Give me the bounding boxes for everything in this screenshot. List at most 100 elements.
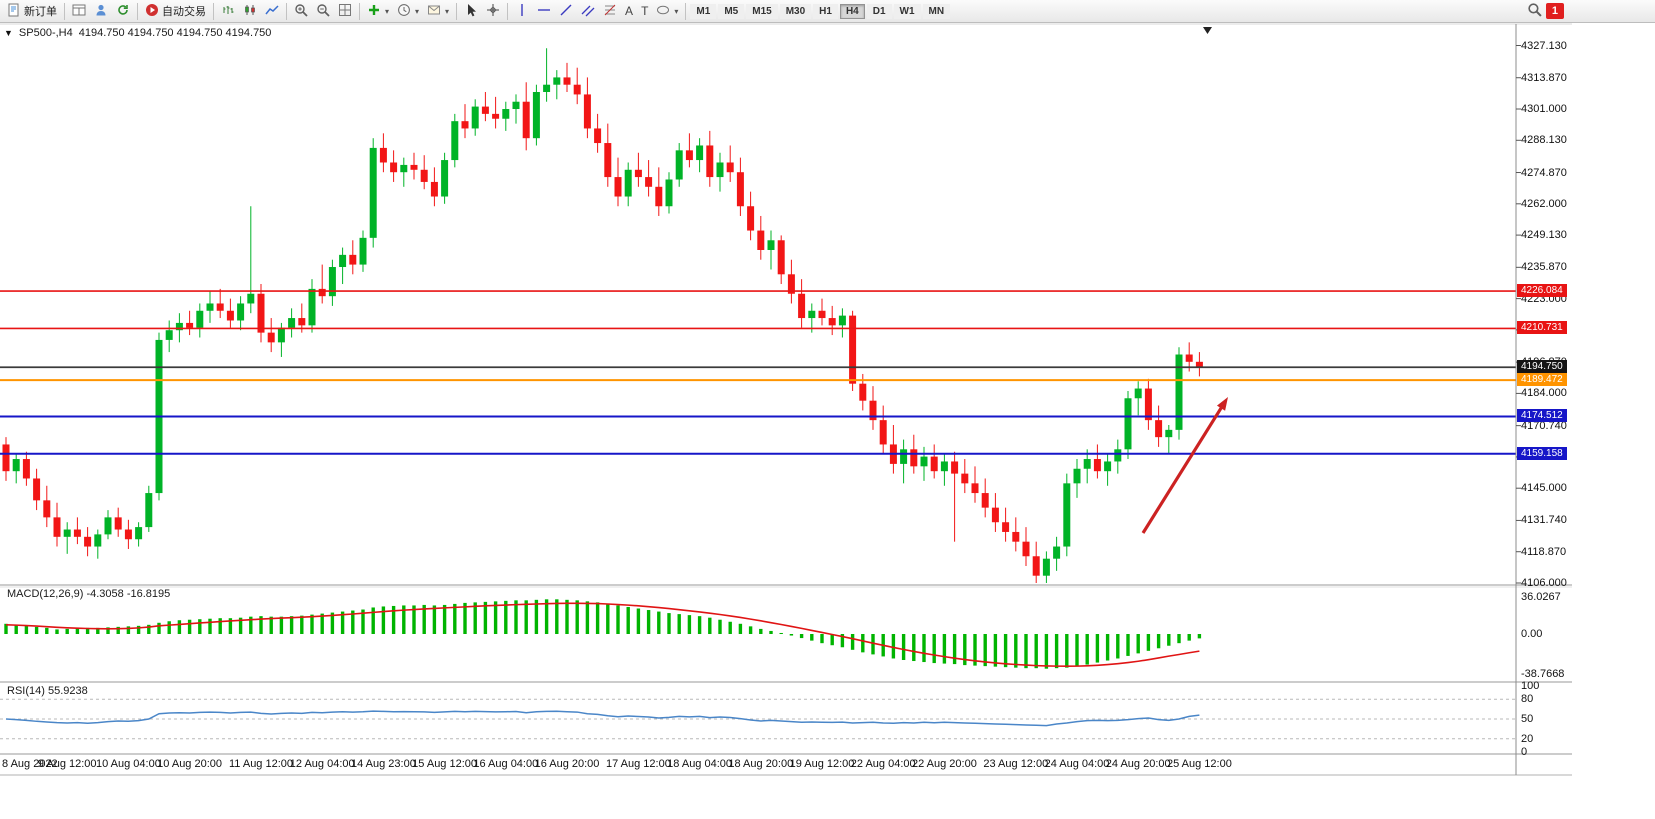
crosshair-button[interactable] <box>482 2 504 21</box>
label-button[interactable]: T <box>637 2 652 21</box>
time-axis-label: 18 Aug 04:00 <box>667 758 733 770</box>
price-tick: 4235.870 <box>1521 261 1567 274</box>
main-toolbar: 新订单 自动交易 ▾ ▾ ▾ A T ▾ M1 M5 M15 M30 H1 H4 D1 W1 M… <box>0 0 1655 23</box>
price-tick: 4249.130 <box>1521 229 1567 242</box>
vertical-line-icon <box>515 3 529 20</box>
profiles-icon <box>94 3 108 20</box>
price-line-badge: 4226.084 <box>1517 284 1567 298</box>
price-tick: 4288.130 <box>1521 134 1567 147</box>
new-order-icon <box>7 3 21 20</box>
price-tick: 4170.740 <box>1521 419 1567 432</box>
zoom-out-button[interactable] <box>312 2 334 21</box>
timeframe-button-D1[interactable]: D1 <box>866 3 892 19</box>
tile-windows-icon <box>338 3 352 20</box>
chart-expand-arrow[interactable]: ▼ <box>4 28 13 38</box>
shapes-button[interactable]: ▾ <box>652 2 682 21</box>
price-tick: 4274.870 <box>1521 166 1567 179</box>
trendline-button[interactable] <box>555 2 577 21</box>
timeframe-group: M1 M5 M15 M30 H1 H4 D1 W1 MN <box>689 3 951 19</box>
periods-button[interactable]: ▾ <box>393 2 423 21</box>
candle-chart-type-button[interactable] <box>239 2 261 21</box>
price-line-badge: 4210.731 <box>1517 321 1567 335</box>
macd-indicator-label: MACD(12,26,9) -4.3058 -16.8195 <box>7 588 171 600</box>
templates-button[interactable]: ▾ <box>423 2 453 21</box>
timeframe-button-H4[interactable]: H4 <box>839 3 865 19</box>
charts-window-button[interactable] <box>68 2 90 21</box>
toolbar-separator <box>137 2 138 20</box>
current-price-badge: 4194.750 <box>1517 360 1567 374</box>
time-axis-label: 16 Aug 04:00 <box>473 758 539 770</box>
text-button[interactable]: A <box>621 2 637 21</box>
line-chart-type-button[interactable] <box>261 2 283 21</box>
time-axis-label: 11 Aug 12:00 <box>228 758 294 770</box>
price-tick: 4184.000 <box>1521 387 1567 400</box>
time-axis-label: 23 Aug 12:00 <box>983 758 1049 770</box>
macd-scale-label: -38.7668 <box>1521 667 1565 680</box>
time-axis-label: 12 Aug 04:00 <box>289 758 355 770</box>
label-icon: T <box>641 4 649 18</box>
toolbar-separator <box>286 2 287 20</box>
time-axis-label: 8 Aug 2022 <box>2 758 58 770</box>
chevron-down-icon: ▾ <box>445 6 450 16</box>
time-axis-label: 10 Aug 20:00 <box>157 758 223 770</box>
crosshair-icon <box>486 3 500 20</box>
fibonacci-icon <box>603 3 617 20</box>
indicators-plus-icon <box>367 3 381 20</box>
new-order-button[interactable]: 新订单 <box>3 2 61 21</box>
bar-chart-icon <box>221 3 235 20</box>
refresh-button[interactable] <box>112 2 134 21</box>
macd-scale-label: 36.0267 <box>1521 591 1561 604</box>
price-line-badge: 4189.472 <box>1517 373 1567 387</box>
time-axis-label: 22 Aug 20:00 <box>911 758 977 770</box>
rsi-indicator-label: RSI(14) 55.9238 <box>7 685 88 697</box>
time-axis-label: 24 Aug 04:00 <box>1044 758 1110 770</box>
time-axis-label: 14 Aug 23:00 <box>350 758 416 770</box>
rsi-scale-label: 50 <box>1521 713 1534 725</box>
fibonacci-button[interactable] <box>599 2 621 21</box>
tile-windows-button[interactable] <box>334 2 356 21</box>
chart-header: ▼ SP500-,H4 4194.750 4194.750 4194.750 4… <box>4 27 271 39</box>
timeframe-button-M1[interactable]: M1 <box>690 3 717 19</box>
time-axis-label: 9 Aug 12:00 <box>37 758 97 770</box>
time-axis-label: 16 Aug 20:00 <box>534 758 600 770</box>
timeframe-button-M15[interactable]: M15 <box>746 3 778 19</box>
toolbar-separator <box>359 2 360 20</box>
profiles-button[interactable] <box>90 2 112 21</box>
toolbar-separator <box>456 2 458 20</box>
cursor-button[interactable] <box>460 2 482 21</box>
rsi-scale-label: 100 <box>1521 680 1540 692</box>
charts-window-icon <box>72 3 86 20</box>
horizontal-line-button[interactable] <box>533 2 555 21</box>
price-tick: 4327.130 <box>1521 39 1567 52</box>
autotrading-icon <box>145 3 159 20</box>
timeframe-button-H1[interactable]: H1 <box>813 3 838 19</box>
envelope-icon <box>427 3 441 20</box>
vertical-line-button[interactable] <box>511 2 533 21</box>
time-axis-label: 17 Aug 12:00 <box>605 758 671 770</box>
zoom-in-button[interactable] <box>290 2 312 21</box>
toolbar-separator <box>213 2 214 20</box>
timeframe-button-M30[interactable]: M30 <box>779 3 812 19</box>
time-axis-label: 19 Aug 12:00 <box>789 758 855 770</box>
trendline-icon <box>559 3 573 20</box>
price-tick: 4131.740 <box>1521 514 1567 527</box>
rsi-scale-label: 20 <box>1521 732 1534 745</box>
clock-icon <box>397 3 411 20</box>
bar-chart-type-button[interactable] <box>217 2 239 21</box>
notification-badge[interactable]: 1 <box>1545 3 1564 19</box>
refresh-icon <box>116 3 130 20</box>
chevron-down-icon: ▾ <box>674 6 679 16</box>
channel-button[interactable] <box>577 2 599 21</box>
autotrading-label: 自动交易 <box>162 6 206 18</box>
horizontal-line-icon <box>537 3 551 20</box>
timeframe-button-M5[interactable]: M5 <box>718 3 745 19</box>
timeframe-button-MN[interactable]: MN <box>922 3 951 19</box>
rsi-scale-label: 0 <box>1521 746 1528 758</box>
timeframe-button-W1[interactable]: W1 <box>893 3 921 19</box>
autotrading-button[interactable]: 自动交易 <box>141 2 210 21</box>
toolbar-separator <box>64 2 65 20</box>
indicators-button[interactable]: ▾ <box>363 2 393 21</box>
macd-scale-label: 0.00 <box>1521 628 1543 640</box>
search-button[interactable] <box>1523 2 1546 21</box>
